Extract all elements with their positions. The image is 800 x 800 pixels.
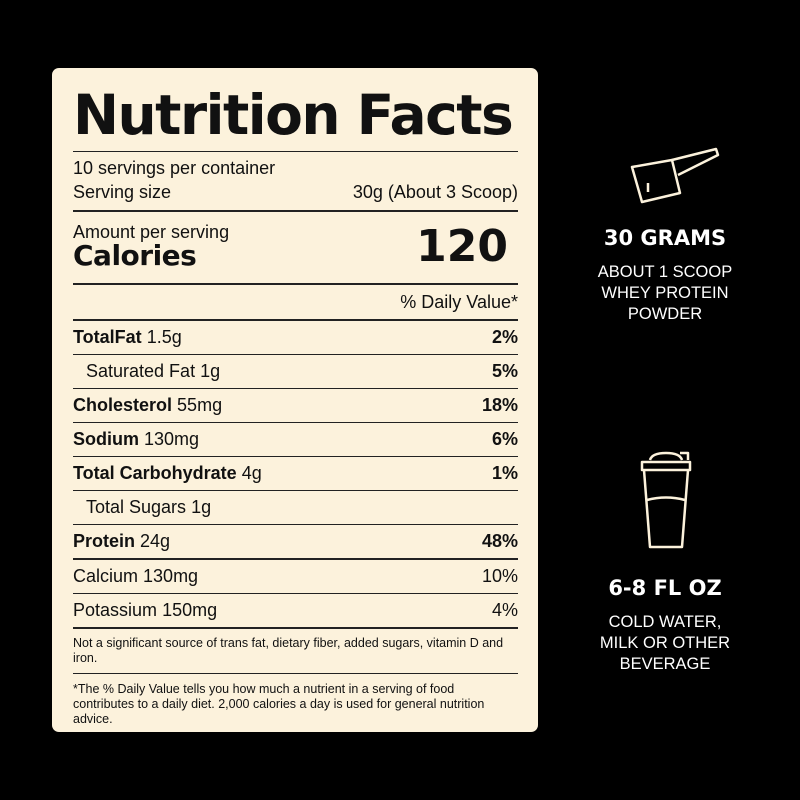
liquid-info-description: COLD WATER, MILK OR OTHER BEVERAGE [565,612,765,675]
nutrient-dv: 4% [491,600,518,620]
nutrient-name: Protein [73,531,136,551]
scoop-info-line: WHEY PROTEIN [601,284,729,302]
daily-value-header: % Daily Value* [73,285,518,319]
serving-size-row: Serving size 30g (About 3 Scoop) [73,177,518,210]
nutrient-row-total-carbohydrate: Total Carbohydrate 4g 1% [73,457,518,490]
liquid-info-title: 6-8 FL OZ [608,576,722,600]
nutrient-dv: 2% [491,327,518,347]
nutrient-dv: 1% [491,463,518,483]
nutrient-row-potassium: Potassium 150mg 4% [73,594,518,627]
scoop-info: 30 GRAMS ABOUT 1 SCOOP WHEY PROTEIN POWD… [565,226,765,325]
daily-value-header-text: % Daily Value* [400,291,518,312]
serving-size-label: Serving size [73,181,172,202]
scoop-info-description: ABOUT 1 SCOOP WHEY PROTEIN POWDER [565,262,765,325]
shaker-bottle-icon [640,451,692,549]
nutrient-amount: 24g [140,531,171,551]
scoop-info-line: ABOUT 1 SCOOP [597,263,733,281]
liquid-info-line: MILK OR OTHER [599,634,731,652]
label-title: Nutrition Facts [73,83,514,147]
calories-row: Calories 120 [73,221,518,283]
nutrient-amount: 1g [191,497,212,517]
nutrient-amount: 55mg [177,395,223,415]
nutrient-row-sodium: Sodium 130mg 6% [73,423,518,456]
liquid-info-line: COLD WATER, [608,613,722,631]
nutrient-name: Total Carbohydrate [73,463,237,483]
nutrient-name: Total Sugars [86,497,187,517]
footnote-trans-fat: Not a significant source of trans fat, d… [73,636,504,665]
nutrient-dv: 6% [491,429,518,449]
calories-label: Calories [73,239,197,272]
scoop-info-title: 30 GRAMS [603,226,727,250]
nutrient-name: Saturated Fat [86,361,196,381]
nutrient-name: TotalFat [73,327,142,347]
nutrient-name: Cholesterol [73,395,173,415]
nutrient-name: Potassium [73,600,158,620]
nutrient-amount: 1.5g [146,327,182,347]
nutrient-dv: 18% [481,395,518,415]
nutrient-row-total-fat: TotalFat 1.5g 2% [73,321,518,354]
nutrient-amount: 130mg [144,429,200,449]
footnote-daily-value: *The % Daily Value tells you how much a … [73,682,485,726]
liquid-info: 6-8 FL OZ COLD WATER, MILK OR OTHER BEVE… [565,576,765,675]
nutrient-name: Sodium [73,429,139,449]
scoop-info-line: POWDER [627,305,703,323]
nutrient-row-cholesterol: Cholesterol 55mg 18% [73,389,518,422]
nutrition-facts-label: Nutrition Facts 10 servings per containe… [52,68,538,732]
nutrient-amount: 130mg [143,566,199,586]
servings-per-container: 10 servings per container [73,158,276,178]
nutrient-dv: 10% [481,566,518,586]
nutrient-row-protein: Protein 24g 48% [73,525,518,558]
nutrient-row-calcium: Calcium 130mg 10% [73,560,518,593]
scoop-icon [630,147,720,204]
nutrient-dv: 5% [491,361,518,381]
amount-per-serving: Amount per serving [73,222,230,242]
calories-value: 120 [416,221,508,272]
nutrient-amount: 4g [241,463,262,483]
nutrient-row-saturated-fat: Saturated Fat 1g 5% [73,355,518,388]
nutrient-amount: 1g [200,361,221,381]
liquid-info-line: BEVERAGE [619,655,711,673]
nutrient-dv: 48% [481,531,518,551]
nutrient-name: Calcium [73,566,139,586]
nutrient-row-total-sugars: Total Sugars 1g [73,491,518,524]
serving-size-value: 30g (About 3 Scoop) [352,181,518,202]
nutrient-amount: 150mg [162,600,218,620]
